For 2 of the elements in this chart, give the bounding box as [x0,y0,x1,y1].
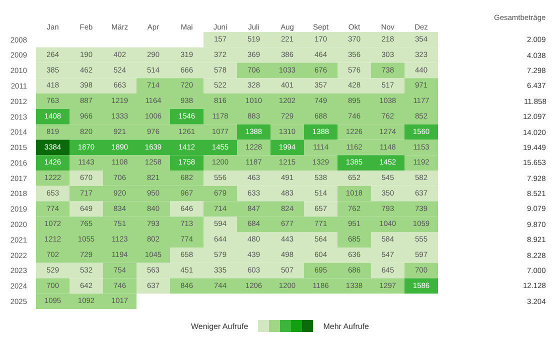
text: Mehr Aufrufe [323,322,370,330]
text: Weniger Aufrufe [190,322,248,330]
